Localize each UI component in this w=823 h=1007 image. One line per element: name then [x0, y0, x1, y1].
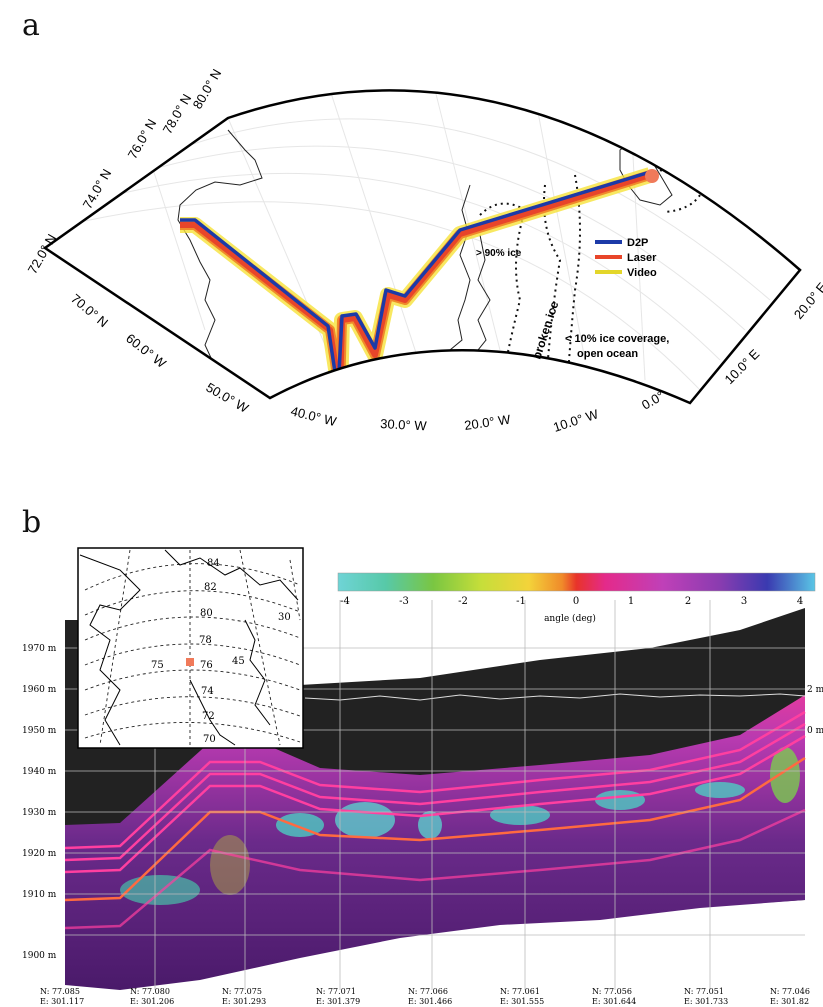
lat-label: 74.0° N — [80, 166, 115, 211]
colorbar-tick: -1 — [516, 596, 526, 607]
colorbar: -4 -3 -2 -1 0 1 2 3 4 angle (deg) — [337, 572, 816, 624]
y-tick-label: 1970 m — [22, 644, 57, 654]
x-label-n: N: 77.061 — [500, 987, 540, 996]
y-tick-label: 1910 m — [22, 890, 57, 900]
panel-b-letter: b — [22, 505, 42, 540]
x-label-e: E: 301.117 — [40, 997, 84, 1006]
colorbar-tick: 4 — [797, 596, 803, 607]
layer-body — [65, 695, 805, 990]
right-tick-label: 2 m — [807, 685, 823, 695]
x-label-n: N: 77.066 — [408, 987, 448, 996]
x-label-e: E: 301.644 — [592, 997, 636, 1006]
colorbar-tick: -4 — [340, 596, 350, 607]
graticule — [79, 90, 771, 391]
legend-label: Laser — [627, 252, 657, 264]
lon-label: 10.0° E — [722, 346, 763, 387]
legend: D2P Laser Video — [595, 237, 657, 279]
broken-ice-label: broken ice — [530, 299, 562, 361]
panel-a-map: 80.0° N 78.0° N 76.0° N 74.0° N 72.0° N … — [25, 66, 823, 435]
colorbar-tick: -2 — [458, 596, 468, 607]
panel-b-profile: 1970 m 1960 m 1950 m 1940 m 1930 m 1920 … — [22, 547, 823, 1006]
open-ocean-label: open ocean — [577, 348, 638, 360]
x-axis: N: 77.085 E: 301.117 N: 77.080 E: 301.20… — [40, 987, 810, 1006]
x-label-n: N: 77.071 — [316, 987, 356, 996]
lon-label: 40.0° W — [289, 403, 338, 429]
inset-lat-label: 80 — [200, 608, 213, 619]
ice-edges — [479, 169, 702, 404]
right-tick-label: 0 m — [807, 726, 823, 736]
y-axis: 1970 m 1960 m 1950 m 1940 m 1930 m 1920 … — [22, 644, 57, 961]
legend-label: Video — [627, 267, 657, 279]
x-label-n: N: 77.080 — [130, 987, 170, 996]
inset-map: 84 82 80 78 76 74 72 70 75 45 30 — [77, 547, 304, 749]
x-label-n: N: 77.056 — [592, 987, 632, 996]
x-label-n: N: 77.075 — [222, 987, 262, 996]
x-label-e: E: 301.206 — [130, 997, 174, 1006]
map-frame — [42, 89, 802, 405]
lat-label: 76.0° N — [125, 116, 160, 161]
lon-label: 50.0° W — [204, 380, 252, 417]
inset-lon-label: 30 — [278, 612, 291, 623]
colorbar-label: angle (deg) — [544, 613, 596, 624]
colorbar-tick: 2 — [685, 596, 691, 607]
inset-lat-label: 84 — [207, 558, 220, 569]
grid — [65, 600, 805, 990]
lat-label: 80.0° N — [190, 66, 225, 111]
lon-label: 20.0° E — [791, 279, 823, 322]
y-tick-label: 1900 m — [22, 951, 57, 961]
flight-track — [180, 167, 659, 403]
lon-label: 30.0° W — [380, 416, 428, 433]
inset-lon-label: 45 — [232, 656, 245, 667]
colorbar-tick: -3 — [399, 596, 409, 607]
lon-label: 10.0° W — [551, 406, 600, 435]
inset-lat-label: 72 — [202, 711, 215, 722]
y-tick-label: 1930 m — [22, 808, 57, 818]
x-label-e: E: 301.555 — [500, 997, 544, 1006]
x-label-n: N: 77.085 — [40, 987, 80, 996]
x-label-e: E: 301.82 — [770, 997, 809, 1006]
y-tick-label: 1960 m — [22, 685, 57, 695]
inset-location-marker — [186, 658, 194, 666]
surface-trace — [304, 693, 806, 701]
inset-lon-label: 75 — [151, 660, 164, 671]
x-label-e: E: 301.466 — [408, 997, 452, 1006]
lat-label: 70.0° N — [68, 291, 111, 330]
open-ocean-label: < 10% ice coverage, — [565, 333, 669, 345]
lon-label: 20.0° W — [463, 412, 512, 433]
inset-lat-label: 74 — [201, 686, 214, 697]
x-label-n: N: 77.046 — [770, 987, 810, 996]
y-tick-label: 1940 m — [22, 767, 57, 777]
colorbar-tick: 1 — [628, 596, 634, 607]
inset-lat-label: 70 — [203, 734, 216, 745]
y-tick-label: 1920 m — [22, 849, 57, 859]
inset-lat-label: 78 — [199, 635, 212, 646]
legend-label: D2P — [627, 237, 648, 249]
patches — [120, 747, 800, 905]
ice-90-label: > 90% ice — [476, 248, 522, 259]
inset-lat-label: 82 — [204, 582, 217, 593]
x-label-e: E: 301.379 — [316, 997, 360, 1006]
colorbar-tick: 3 — [741, 596, 747, 607]
inset-lat-label: 76 — [200, 660, 213, 671]
lat-label: 78.0° N — [160, 91, 195, 136]
y-tick-label: 1950 m — [22, 726, 57, 736]
lon-label: 60.0° W — [123, 331, 169, 372]
x-label-e: E: 301.293 — [222, 997, 266, 1006]
colorbar-tick: 0 — [573, 596, 579, 607]
x-label-n: N: 77.051 — [684, 987, 724, 996]
panel-a-letter: a — [22, 8, 40, 43]
x-label-e: E: 301.733 — [684, 997, 728, 1006]
